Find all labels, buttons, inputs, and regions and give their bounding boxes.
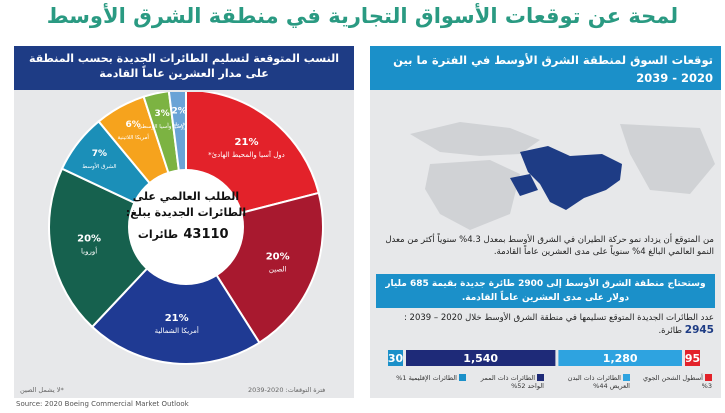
pie-slice-4 [48,167,188,329]
traffic-growth-text: من المتوقع أن يزداد نمو حركة الطيران في … [385,235,714,257]
pie-region-label-6: أمريكا اللاتينية [117,133,149,141]
pie-footnote-period: فترة التوقعات: 2020-2039 [248,386,326,394]
legend-item-2: الطائرات ذات الممر الواحد 52% [466,374,544,390]
pie-percent-label-6: 6% [126,120,141,130]
pie-percent-label-5: 7% [92,149,107,159]
legend-item-4: أسطول الشحن الجوي 3% [634,374,712,390]
outlook-header: توقعات السوق لمنطقة الشرق الأوسط في الفت… [370,46,721,90]
delivery-share-header-line2: على مدار العشرين عاماً القادمة [99,67,269,80]
deliveries-total: 2945 [684,324,714,336]
map-asia-shape [620,124,715,194]
pie-region-label-5: الشرق الأوسط [82,162,117,170]
legend-item-1: الطائرات الإقليمية 1% [388,374,466,382]
pie-region-label-2: الصين [269,265,287,273]
deliveries-legend: الطائرات الإقليمية 1% الطائرات ذات الممر … [370,374,721,394]
map-africa-shape [425,160,520,230]
legend-swatch-3 [623,374,630,381]
pie-footnote-china: *لا يشمل الصين [20,386,64,394]
delivery-share-header-line1: النسب المتوقعة لتسليم الطائرات الجديدة ب… [28,52,340,65]
center-text-line2: الطائرات الجديدة يبلغ: [126,206,246,219]
deliveries-by-type-bar: 30 1,540 1,280 95 [388,350,700,366]
delivery-bar-segment-1 [388,350,403,366]
delivery-share-header: النسب المتوقعة لتسليم الطائرات الجديدة ب… [14,46,354,90]
delivery-share-panel: النسب المتوقعة لتسليم الطائرات الجديدة ب… [14,46,354,398]
pie-percent-label-8: 2% [171,107,186,117]
pie-slice-3 [90,225,261,365]
pie-region-label-8: أفريقيا [172,120,187,128]
deliveries-description: عدد الطائرات الجديدة المتوقع تسليمها في … [403,313,714,323]
center-total-value: 43110 [183,227,228,242]
legend-label-3: الطائرات ذات البدن العريض 44% [567,374,630,390]
pie-percent-label-7: 3% [154,109,169,119]
map-egypt-region [510,174,538,196]
delivery-bar-value-1: 30 [388,352,404,365]
legend-label-1: الطائرات الإقليمية 1% [396,374,457,382]
legend-swatch-4 [705,374,712,381]
pie-percent-label-1: 21% [235,137,259,148]
deliveries-text: عدد الطائرات الجديدة المتوقع تسليمها في … [378,312,714,337]
deliveries-unit: طائرة. [658,326,683,336]
map-middle-east-region [520,146,622,210]
page-title: لمحة عن توقعات الأسواق التجارية في منطقة… [46,4,679,28]
center-text-line1: الطلب العالمي على [133,190,239,203]
regional-share-pie-chart: 21% دول آسيا والمحيط الهادئ* 20% الصين 21% أم… [48,92,324,365]
delivery-bar-value-3: 1,280 [603,352,638,365]
delivery-bar-value-4: 95 [685,352,700,365]
legend-item-3: الطائرات ذات البدن العريض 44% [552,374,630,390]
new-aircraft-highlight: وستحتاج منطقة الشرق الأوسط إلى 2900 طائر… [376,274,715,308]
legend-swatch-2 [537,374,544,381]
pie-region-label-7: روسيا وآسيا الوسطى [138,123,187,130]
middle-east-outlook-panel: توقعات السوق لمنطقة الشرق الأوسط في الفت… [370,46,721,398]
pie-region-label-1: دول آسيا والمحيط الهادئ* [208,150,285,159]
map-europe-shape [410,122,540,156]
outlook-header-line1: توقعات السوق لمنطقة الشرق الأوسط في الفت… [393,53,713,67]
pie-percent-label-4: 20% [77,234,101,245]
pie-percent-label-2: 20% [266,251,290,262]
pie-region-label-4: أوروبا [81,247,97,256]
delivery-bar-segment-2 [406,350,556,366]
legend-label-4: أسطول الشحن الجوي 3% [643,374,712,390]
legend-label-2: الطائرات ذات الممر الواحد 52% [480,374,544,390]
pie-region-label-3: أمريكا الشمالية [155,326,199,335]
pie-percent-label-3: 21% [165,313,189,324]
source-note: Source: 2020 Boeing Commercial Market Ou… [16,400,189,408]
delivery-bar-segment-3 [558,350,682,366]
pie-center-hole [128,169,244,285]
legend-swatch-1 [459,374,466,381]
delivery-bar-segment-4 [685,350,700,366]
middle-east-map [410,122,715,230]
outlook-header-years: 2020 - 2039 [636,71,713,85]
delivery-bar-value-2: 1,540 [463,352,498,365]
center-total-unit: طائرات [138,228,178,241]
